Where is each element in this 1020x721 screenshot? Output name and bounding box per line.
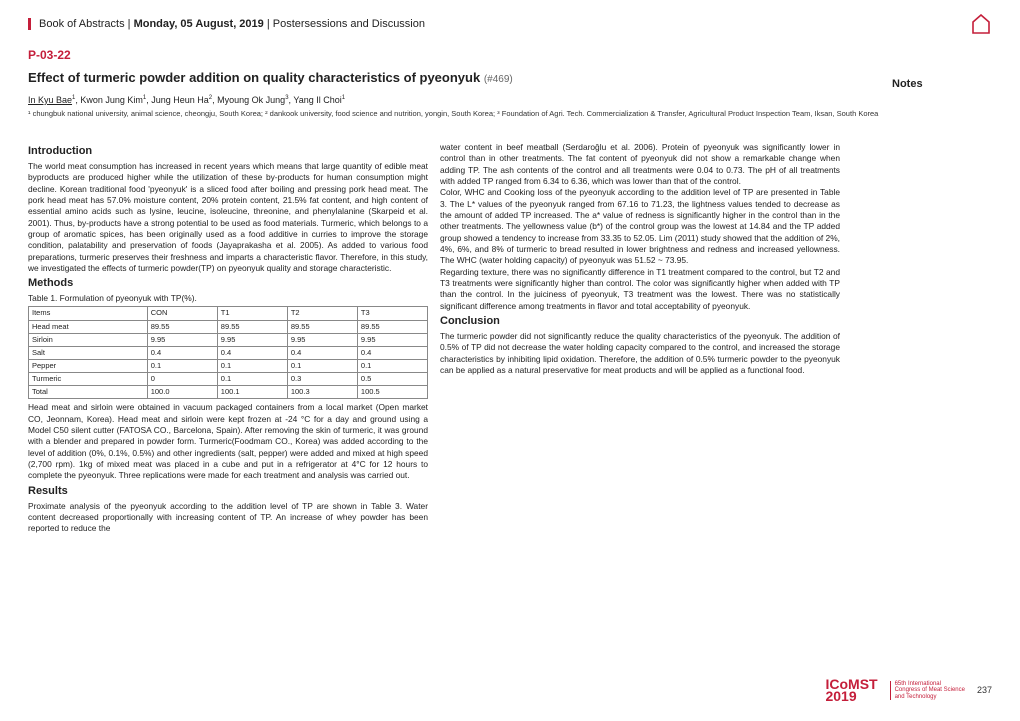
methods-text: Head meat and sirloin were obtained in v… [28, 402, 428, 481]
methods-heading: Methods [28, 276, 428, 291]
logo-icomst: ICoMST 2019 [825, 678, 877, 703]
table-row: Sirloin9.959.959.959.95 [29, 333, 428, 346]
table-header-row: Items CON T1 T2 T3 [29, 307, 428, 320]
footer: ICoMST 2019 65th International Congress … [825, 678, 992, 703]
table-header: Items [29, 307, 148, 320]
authors: In Kyu Bae1, Kwon Jung Kim1, Jung Heun H… [28, 95, 992, 105]
table-row: Pepper0.10.10.10.1 [29, 359, 428, 372]
home-icon[interactable] [970, 14, 992, 36]
header-breadcrumb: Book of Abstracts | Monday, 05 August, 2… [28, 18, 992, 30]
affiliations: ¹ chungbuk national university, animal s… [28, 109, 992, 118]
results-text-r3: Regarding texture, there was no signific… [440, 267, 840, 312]
table-header: T3 [357, 307, 427, 320]
table-header: T1 [217, 307, 287, 320]
header-suffix: | Postersessions and Discussion [264, 18, 425, 30]
notes-label: Notes [892, 78, 992, 90]
intro-text: The world meat consumption has increased… [28, 161, 428, 274]
conclusion-text: The turmeric powder did not significantl… [440, 331, 840, 376]
table-row: Total100.0100.1100.3100.5 [29, 386, 428, 399]
content-columns: Introduction The world meat consumption … [28, 142, 992, 535]
header-prefix: Book of Abstracts | [39, 18, 134, 30]
title-number: (#469) [484, 74, 513, 85]
logo-subtitle: 65th International Congress of Meat Scie… [890, 681, 965, 701]
header-date: Monday, 05 August, 2019 [134, 18, 264, 30]
table-row: Turmeric00.10.30.5 [29, 373, 428, 386]
results-text-r1: water content in beef meatball (Serdaroğ… [440, 142, 840, 187]
author-presenting: In Kyu Bae [28, 95, 72, 105]
abstract-id: P-03-22 [28, 48, 992, 62]
formulation-table: Items CON T1 T2 T3 Head meat89.5589.5589… [28, 306, 428, 399]
table-caption: Table 1. Formulation of pyeonyuk with TP… [28, 293, 428, 304]
results-text-r2: Color, WHC and Cooking loss of the pyeon… [440, 187, 840, 266]
results-heading: Results [28, 484, 428, 499]
table-header: T2 [287, 307, 357, 320]
abstract-title: Effect of turmeric powder addition on qu… [28, 70, 992, 85]
title-text: Effect of turmeric powder addition on qu… [28, 70, 480, 85]
column-right: water content in beef meatball (Serdaroğ… [440, 142, 840, 535]
column-left: Introduction The world meat consumption … [28, 142, 428, 535]
table-row: Salt0.40.40.40.4 [29, 346, 428, 359]
table-header: CON [147, 307, 217, 320]
page-number: 237 [977, 685, 992, 695]
table-row: Head meat89.5589.5589.5589.55 [29, 320, 428, 333]
conclusion-heading: Conclusion [440, 314, 840, 329]
results-text-left: Proximate analysis of the pyeonyuk accor… [28, 501, 428, 535]
intro-heading: Introduction [28, 144, 428, 159]
